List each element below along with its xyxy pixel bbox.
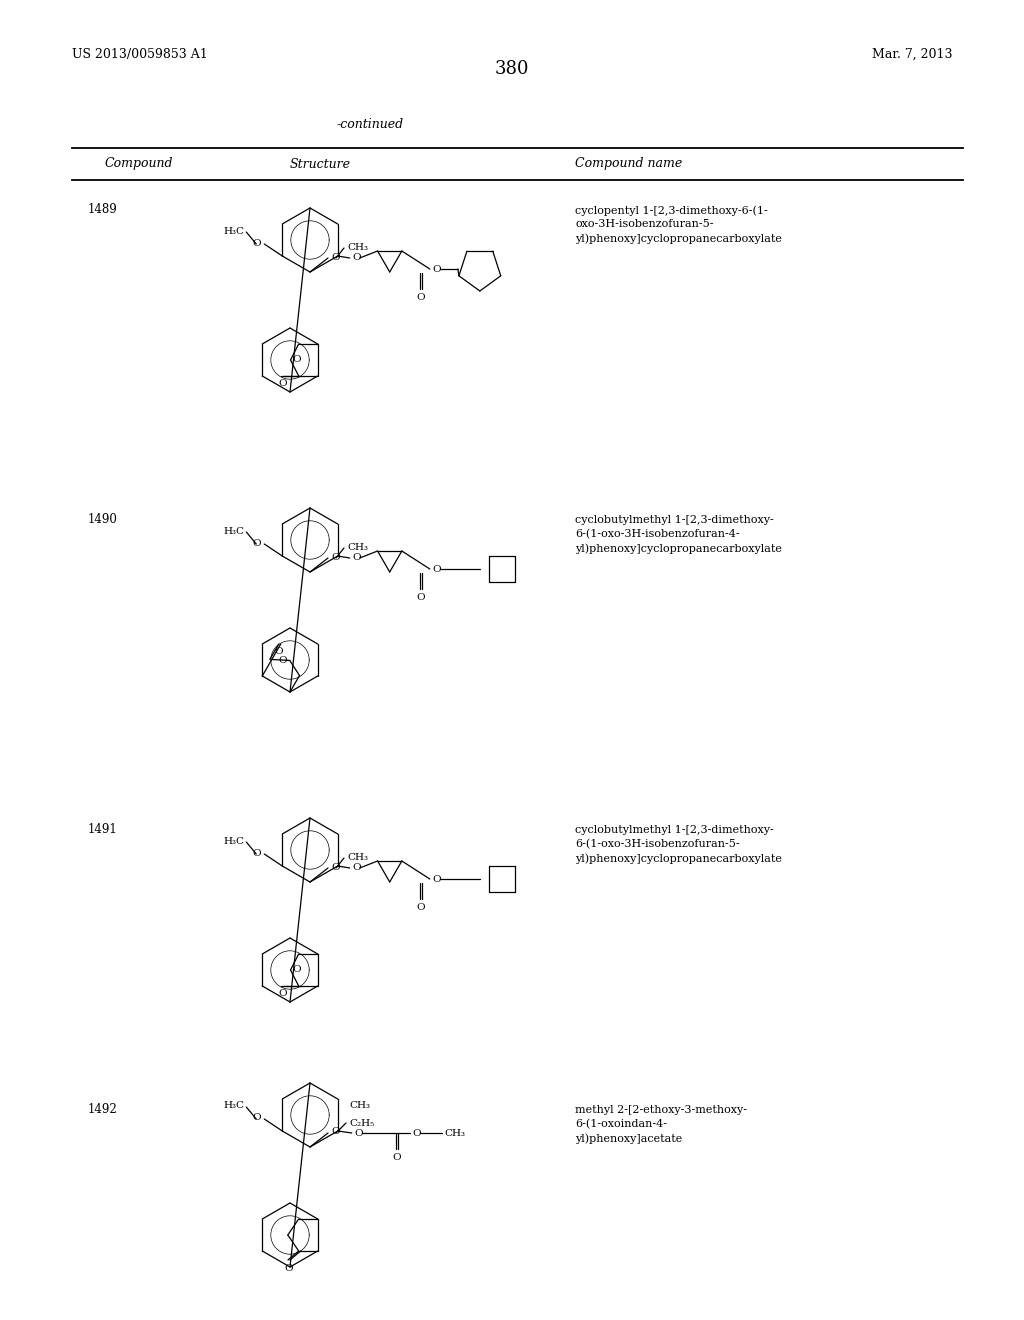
Text: O: O — [293, 965, 301, 974]
Text: O: O — [392, 1152, 401, 1162]
Text: cyclopentyl 1-[2,3-dimethoxy-6-(1-: cyclopentyl 1-[2,3-dimethoxy-6-(1- — [575, 205, 768, 215]
Text: Compound: Compound — [105, 157, 173, 170]
Text: US 2013/0059853 A1: US 2013/0059853 A1 — [72, 48, 208, 61]
Text: O: O — [279, 379, 287, 388]
Text: O: O — [417, 903, 425, 912]
Text: Structure: Structure — [290, 157, 350, 170]
Text: O: O — [253, 1114, 261, 1122]
Text: yl)phenoxy]cyclopropanecarboxylate: yl)phenoxy]cyclopropanecarboxylate — [575, 853, 782, 863]
Text: oxo-3H-isobenzofuran-5-: oxo-3H-isobenzofuran-5- — [575, 219, 714, 228]
Text: O: O — [354, 1129, 364, 1138]
Text: Mar. 7, 2013: Mar. 7, 2013 — [871, 48, 952, 61]
Text: cyclobutylmethyl 1-[2,3-dimethoxy-: cyclobutylmethyl 1-[2,3-dimethoxy- — [575, 515, 774, 525]
Text: methyl 2-[2-ethoxy-3-methoxy-: methyl 2-[2-ethoxy-3-methoxy- — [575, 1105, 746, 1115]
Text: yl)phenoxy]cyclopropanecarboxylate: yl)phenoxy]cyclopropanecarboxylate — [575, 234, 782, 244]
Text: 380: 380 — [495, 59, 529, 78]
Text: 1491: 1491 — [88, 822, 118, 836]
Text: yl)phenoxy]acetate: yl)phenoxy]acetate — [575, 1133, 682, 1143]
Text: 1490: 1490 — [88, 513, 118, 525]
Text: O: O — [253, 239, 261, 248]
Text: O: O — [331, 252, 340, 261]
Text: CH₃: CH₃ — [347, 243, 368, 252]
Text: 1489: 1489 — [88, 203, 118, 216]
Text: O: O — [433, 264, 441, 273]
Text: O: O — [279, 656, 287, 665]
Text: cyclobutylmethyl 1-[2,3-dimethoxy-: cyclobutylmethyl 1-[2,3-dimethoxy- — [575, 825, 774, 836]
Text: CH₃: CH₃ — [349, 1101, 370, 1110]
Text: O: O — [413, 1129, 421, 1138]
Text: 6-(1-oxoindan-4-: 6-(1-oxoindan-4- — [575, 1119, 667, 1130]
Text: CH₃: CH₃ — [444, 1129, 466, 1138]
Text: O: O — [352, 863, 361, 873]
Text: O: O — [417, 293, 425, 302]
Text: 1492: 1492 — [88, 1104, 118, 1115]
Text: yl)phenoxy]cyclopropanecarboxylate: yl)phenoxy]cyclopropanecarboxylate — [575, 543, 782, 553]
Text: C₂H₅: C₂H₅ — [349, 1118, 374, 1127]
Text: O: O — [352, 553, 361, 562]
Text: O: O — [293, 355, 301, 364]
Text: O: O — [417, 593, 425, 602]
Text: Compound name: Compound name — [575, 157, 682, 170]
Text: O: O — [253, 539, 261, 548]
Text: O: O — [433, 874, 441, 883]
Text: O: O — [433, 565, 441, 573]
Text: 6-(1-oxo-3H-isobenzofuran-4-: 6-(1-oxo-3H-isobenzofuran-4- — [575, 529, 739, 540]
Text: 6-(1-oxo-3H-isobenzofuran-5-: 6-(1-oxo-3H-isobenzofuran-5- — [575, 840, 739, 849]
Text: O: O — [285, 1265, 293, 1272]
Text: O: O — [331, 553, 340, 561]
Text: CH₃: CH₃ — [347, 544, 368, 553]
Text: H₃C: H₃C — [223, 227, 245, 235]
Text: H₃C: H₃C — [223, 837, 245, 846]
Text: O: O — [253, 849, 261, 858]
Text: O: O — [279, 989, 287, 998]
Text: H₃C: H₃C — [223, 527, 245, 536]
Text: H₃C: H₃C — [223, 1101, 245, 1110]
Text: O: O — [331, 862, 340, 871]
Text: O: O — [352, 253, 361, 263]
Text: O: O — [274, 647, 283, 656]
Text: CH₃: CH₃ — [347, 854, 368, 862]
Text: -continued: -continued — [337, 117, 403, 131]
Text: O: O — [331, 1127, 340, 1137]
